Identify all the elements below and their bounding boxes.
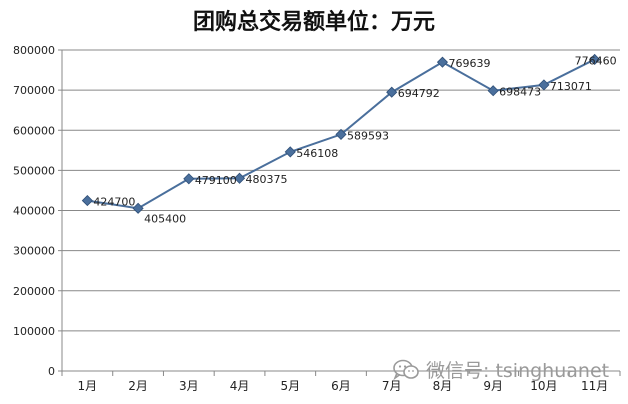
data-label: 713071 — [550, 80, 592, 93]
data-label: 776460 — [575, 54, 617, 67]
x-tick-label: 2月 — [128, 379, 148, 393]
series — [81, 53, 601, 214]
wechat-icon — [392, 358, 420, 382]
y-tick-label: 600000 — [13, 124, 55, 137]
y-tick-label: 700000 — [13, 84, 55, 97]
y-tick-label: 800000 — [13, 44, 55, 57]
data-point — [487, 85, 499, 97]
x-tick-label: 4月 — [230, 379, 250, 393]
data-label: 479100 — [195, 174, 237, 187]
x-tick-label: 6月 — [331, 379, 351, 393]
x-tick-label: 10月 — [530, 379, 557, 393]
data-label: 405400 — [144, 212, 186, 225]
data-point — [132, 202, 144, 214]
data-label: 480375 — [246, 173, 288, 186]
data-point — [386, 86, 398, 98]
data-label: 589593 — [347, 129, 389, 142]
data-label: 694792 — [398, 87, 440, 100]
y-tick-label: 200000 — [13, 285, 55, 298]
x-tick-label: 7月 — [382, 379, 402, 393]
y-axis-tick-labels: 0 100000 200000 300000 400000 500000 600000 700… — [13, 44, 55, 378]
chart-title: 团购总交易额单位：万元 — [192, 9, 435, 35]
data-point — [233, 172, 246, 184]
data-label: 769639 — [448, 57, 490, 70]
data-label: 546108 — [296, 147, 338, 160]
axes — [58, 49, 621, 376]
y-tick-label: 400000 — [13, 205, 55, 218]
data-point — [81, 195, 93, 207]
data-point — [589, 53, 601, 66]
y-tick-label: 0 — [48, 365, 55, 378]
x-tick-label: 9月 — [483, 379, 503, 393]
data-point — [335, 128, 347, 140]
x-tick-label: 11月 — [581, 379, 608, 393]
watermark: 微信号: tsinghuanet — [392, 356, 609, 383]
x-tick-label: 3月 — [179, 379, 199, 393]
x-tick-label: 5月 — [280, 379, 300, 393]
x-tick-label: 1月 — [78, 379, 98, 393]
y-tick-label: 100000 — [13, 325, 55, 338]
data-point — [284, 146, 296, 158]
data-point — [183, 173, 195, 185]
x-axis-tick-labels: 1月 2月 3月 4月 5月 6月 7月 8月 9月 10月 11月 — [78, 379, 609, 393]
data-label: 698473 — [499, 86, 541, 99]
data-label: 424700 — [93, 196, 135, 209]
data-point — [436, 56, 449, 68]
y-tick-label: 500000 — [13, 164, 55, 177]
x-tick-label: 8月 — [433, 379, 453, 393]
data-point — [538, 79, 550, 91]
y-tick-label: 300000 — [13, 245, 55, 258]
data-labels: 424700 405400 479100 480375 546108 589593 6947… — [93, 54, 616, 225]
watermark-text: 微信号: tsinghuanet — [426, 360, 610, 382]
